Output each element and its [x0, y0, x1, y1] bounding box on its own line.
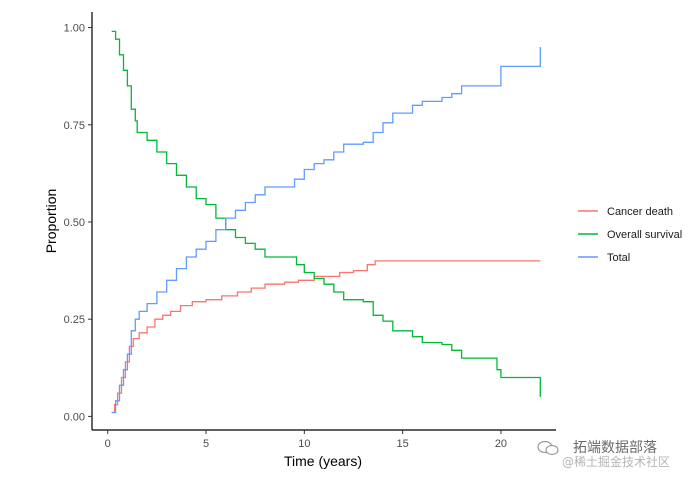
legend: Cancer death Overall survival Total: [578, 206, 682, 264]
y-tick-label: 0.00: [64, 411, 85, 423]
y-tick-label: 0.75: [64, 120, 85, 132]
y-tick-label: 0.50: [64, 217, 85, 229]
x-tick-label: 5: [203, 438, 209, 450]
watermark-subtitle: @稀土掘金技术社区: [562, 454, 670, 469]
series-layer: [111, 30, 541, 414]
x-tick-label: 0: [105, 438, 111, 450]
x-axis-ticks: 0 5 10 15 20: [105, 430, 507, 450]
x-axis-title: Time (years): [284, 453, 362, 469]
legend-label-total: Total: [607, 252, 630, 264]
y-axis-ticks: 0.00 0.25 0.50 0.75 1.00: [64, 23, 92, 423]
watermark-title: 拓端数据部落: [573, 440, 657, 456]
series-line-total: [111, 47, 541, 414]
y-axis-title: Proportion: [43, 189, 59, 254]
y-tick-label: 0.25: [64, 314, 85, 326]
series-line-overall-survival: [111, 30, 541, 397]
legend-label-cancer-death: Cancer death: [607, 206, 673, 218]
series-line-cancer-death: [111, 260, 541, 414]
x-tick-label: 15: [397, 438, 409, 450]
legend-label-overall-survival: Overall survival: [607, 229, 682, 241]
x-tick-label: 10: [298, 438, 310, 450]
watermark: 拓端数据部落 @稀土掘金技术社区: [537, 440, 670, 469]
x-tick-label: 20: [495, 438, 507, 450]
wechat-icon: [537, 440, 559, 456]
y-tick-label: 1.00: [64, 23, 85, 35]
